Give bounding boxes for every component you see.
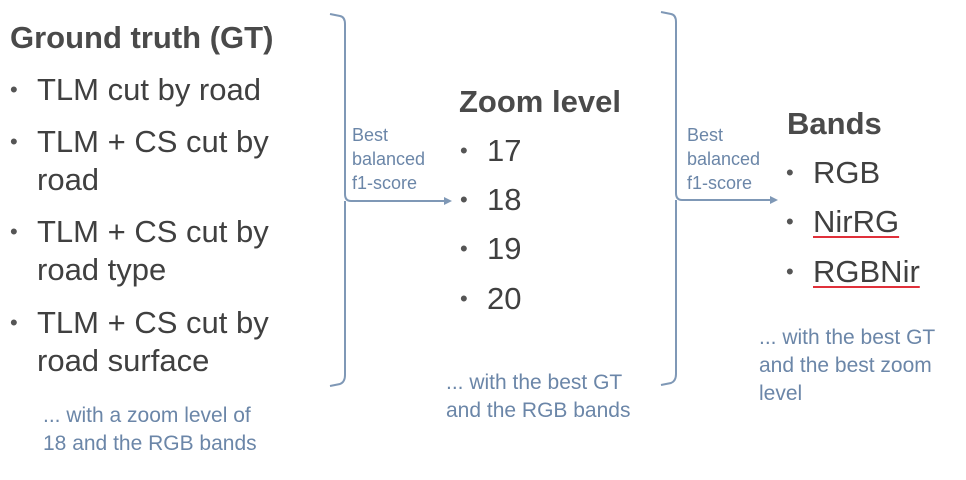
list-item-text: 18 — [487, 182, 522, 217]
bullet-icon: • — [786, 259, 794, 284]
bands-title: Bands — [787, 106, 882, 141]
bullet-icon: • — [786, 209, 794, 234]
list-item-text: NirRG — [813, 204, 900, 239]
list-item-text: TLM + CS cut by — [37, 305, 269, 340]
note-line: level — [759, 382, 803, 405]
list-item-text: road surface — [37, 343, 210, 378]
arrow-label-line: Best — [687, 125, 724, 145]
arrow-label-first: Best balanced f1-score — [352, 123, 425, 195]
arrow-label-line: Best — [352, 125, 389, 145]
arrow-label-line: balanced — [687, 149, 761, 169]
note-line: ... with a zoom level of — [43, 404, 251, 427]
zoom-level-title: Zoom level — [459, 84, 621, 119]
bullet-icon: • — [10, 129, 18, 154]
list-item-text: TLM + CS cut by — [37, 124, 269, 159]
bracket-left — [329, 13, 450, 387]
list-item-text: RGB — [813, 155, 881, 190]
zoom-level-note: ... with the best GT and the RGB bands — [446, 369, 630, 425]
list-item-text: RGBNir — [813, 254, 920, 289]
arrow-head-right — [770, 196, 778, 204]
list-item-text: 19 — [487, 231, 522, 266]
note-line: ... with the best GT — [446, 371, 623, 394]
list-item-text: 17 — [487, 133, 522, 168]
bullet-icon: • — [10, 219, 18, 244]
arrow-label-line: f1-score — [352, 173, 418, 193]
ground-truth-title: Ground truth (GT) — [10, 20, 274, 55]
note-line: and the RGB bands — [446, 399, 631, 422]
arrow-label-line: f1-score — [687, 173, 753, 193]
list-item-text: road — [37, 162, 100, 197]
bullet-icon: • — [460, 236, 468, 261]
list-item-text: TLM + CS cut by — [37, 214, 269, 249]
note-line: and the best zoom — [759, 354, 932, 377]
list-item-text: road type — [37, 252, 167, 287]
arrow-label-line: balanced — [352, 149, 426, 169]
arrow-label-second: Best balanced f1-score — [687, 123, 760, 195]
bullet-icon: • — [10, 77, 18, 102]
bullet-icon: • — [460, 286, 468, 311]
bullet-icon: • — [786, 160, 794, 185]
note-line: 18 and the RGB bands — [43, 432, 257, 455]
bullet-icon: • — [460, 138, 468, 163]
list-item-text: TLM cut by road — [37, 72, 261, 107]
arrow-head-left — [444, 197, 452, 205]
bands-note: ... with the best GT and the best zoom l… — [759, 324, 935, 408]
bullet-icon: • — [10, 310, 18, 335]
ground-truth-note: ... with a zoom level of 18 and the RGB … — [43, 402, 257, 458]
bullet-icon: • — [460, 187, 468, 212]
list-item-text: 20 — [487, 281, 522, 316]
note-line: ... with the best GT — [759, 326, 936, 349]
bracket-right — [660, 11, 776, 386]
